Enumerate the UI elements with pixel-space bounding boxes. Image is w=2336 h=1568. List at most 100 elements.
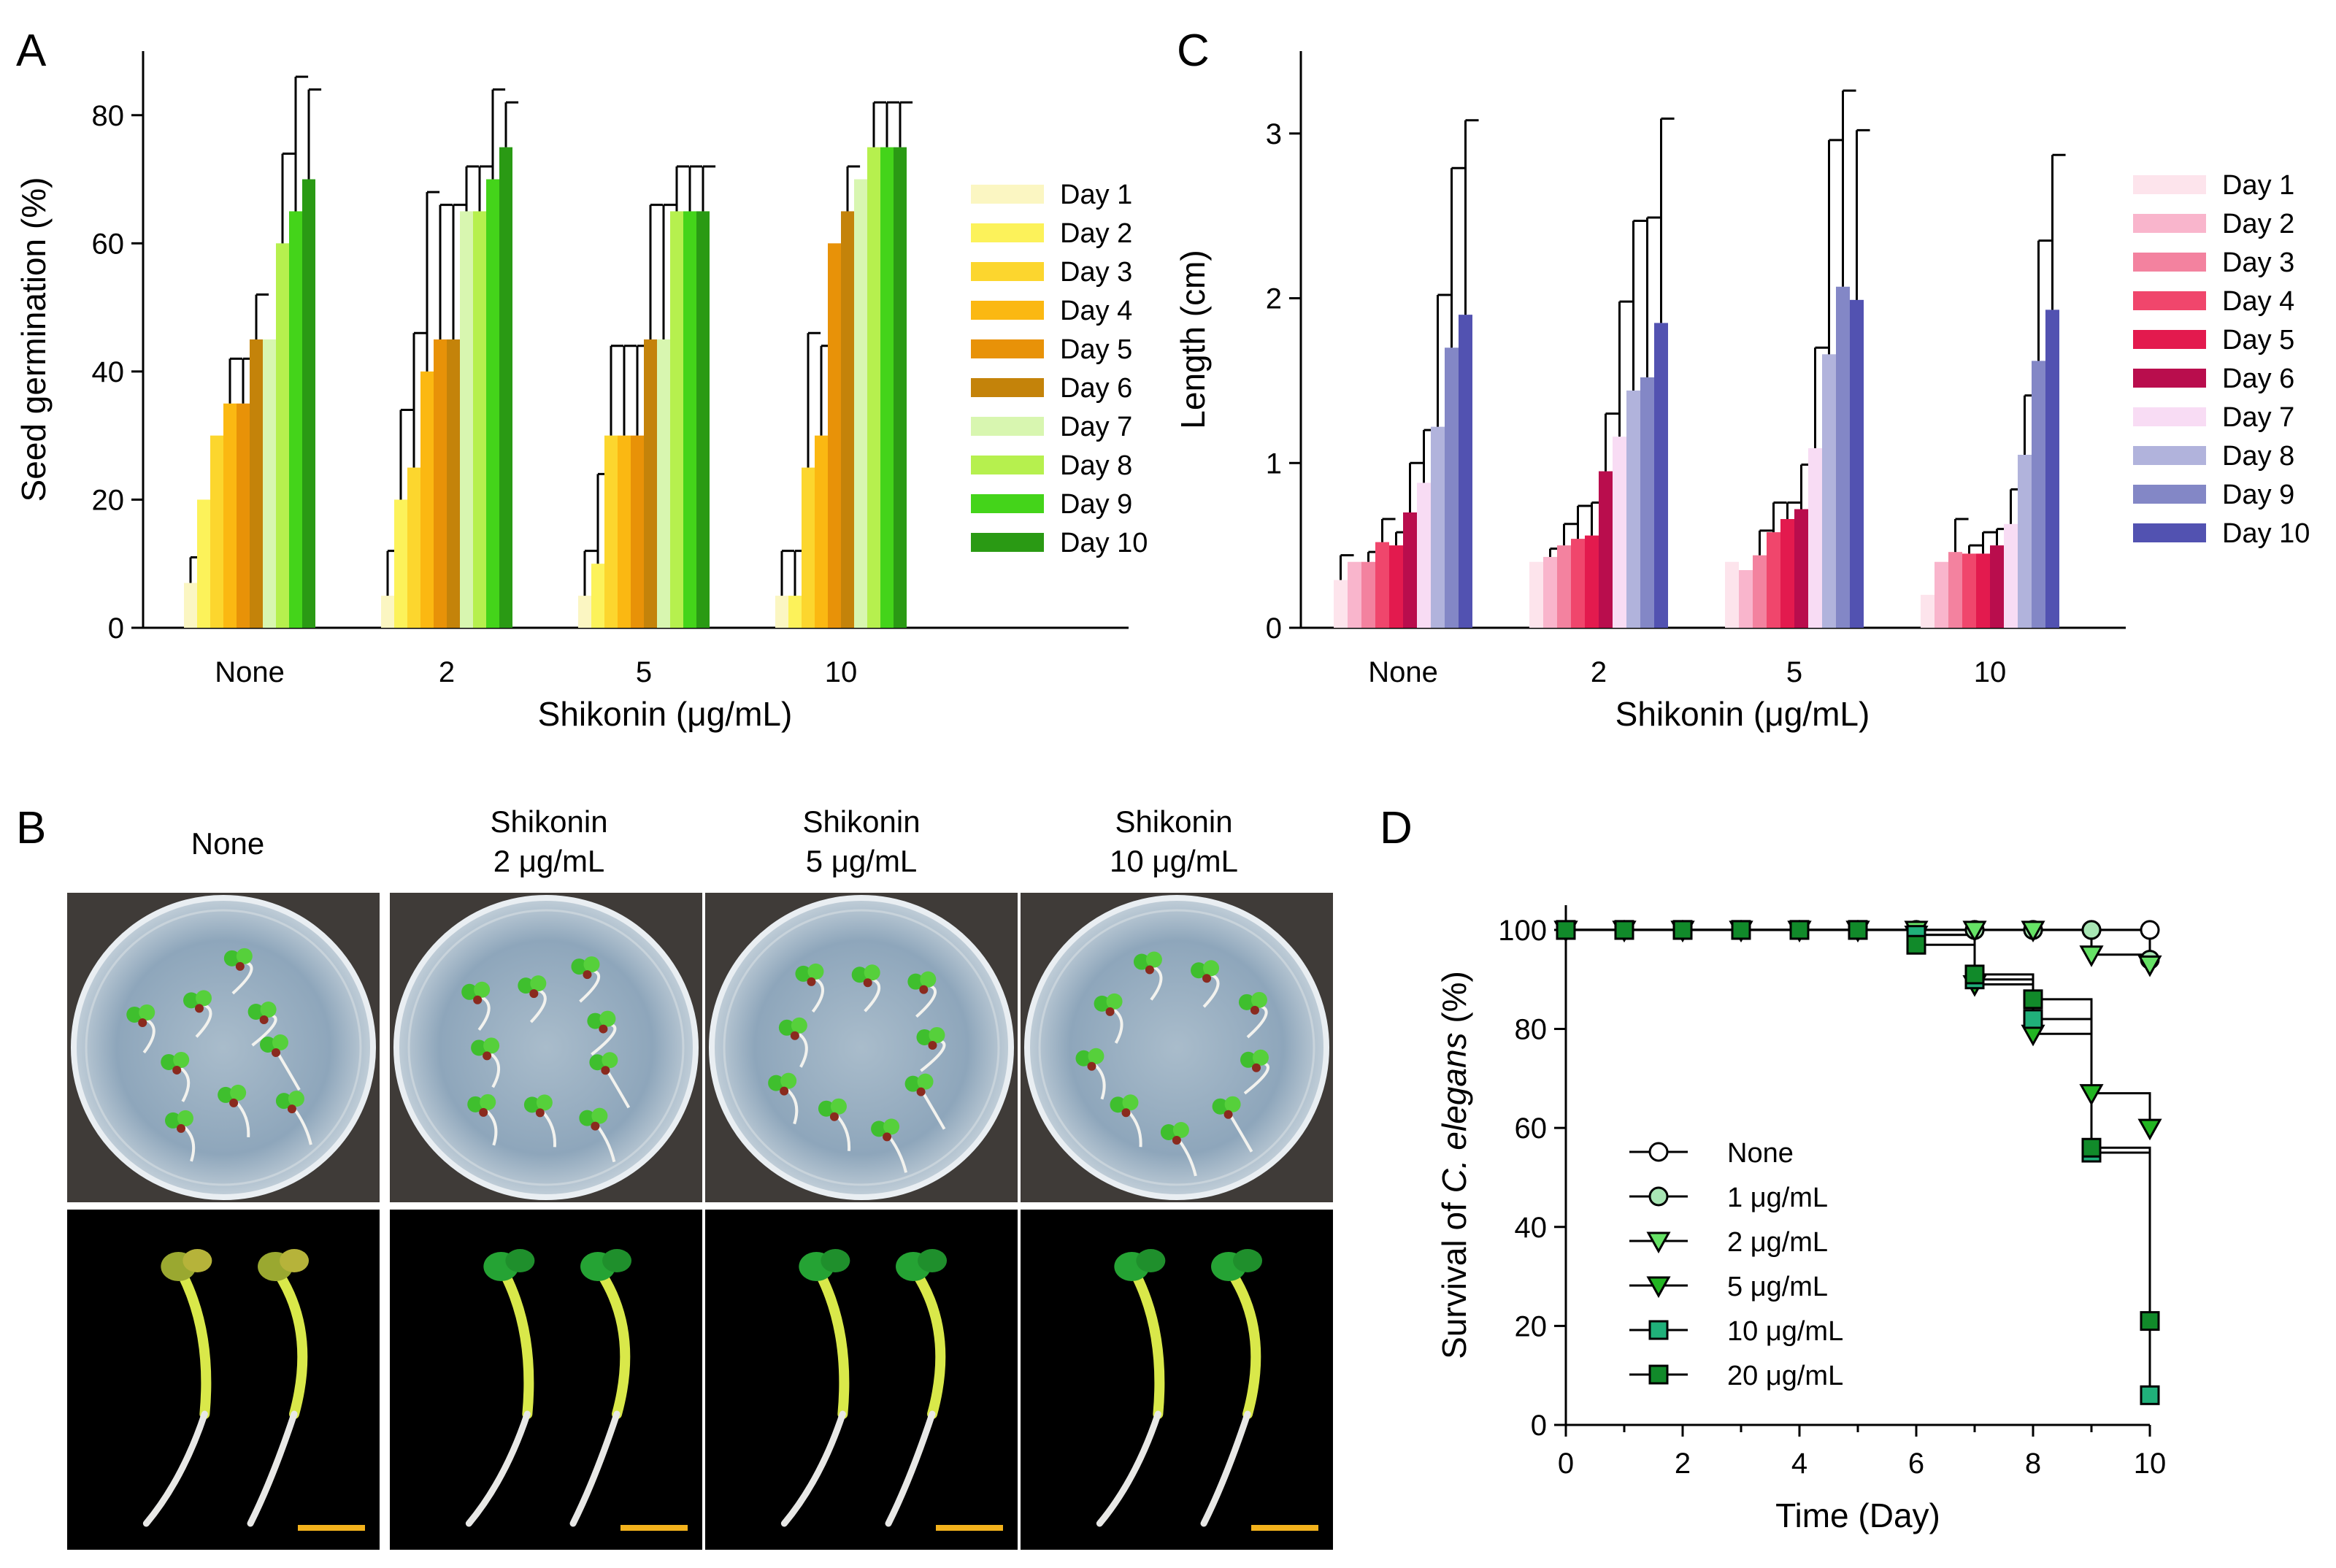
bar [1725, 561, 1739, 628]
seed-coat [599, 1024, 608, 1034]
seedling-leaf [467, 1096, 484, 1112]
bar [1822, 354, 1836, 628]
survival-point [1789, 920, 1810, 940]
petri-dish-rim [407, 909, 685, 1186]
legend-swatch [971, 494, 1044, 513]
legend-label: Day 2 [2222, 209, 2294, 239]
bar [184, 583, 197, 628]
seed-coat [601, 1066, 610, 1075]
legend-swatch [2133, 485, 2206, 504]
seedling-cotyledon [1233, 1249, 1263, 1272]
bar [1962, 553, 1976, 628]
seedling-leaf [260, 1002, 277, 1018]
survival-point [1731, 920, 1751, 940]
bar [1780, 519, 1794, 628]
seedling-leaf [480, 1094, 496, 1110]
seedling-photo-background [705, 1210, 1018, 1550]
bar [854, 179, 867, 629]
seed-coat [138, 1018, 147, 1027]
legend-label: Day 6 [1060, 373, 1132, 404]
legend-swatch [971, 185, 1044, 204]
seedling-stem [177, 1270, 212, 1419]
bar [1767, 532, 1780, 628]
legend-swatch [2133, 330, 2206, 349]
seed-coat [1087, 1061, 1096, 1071]
seedling-leaf [818, 1100, 834, 1117]
seedling-stem [912, 1270, 946, 1419]
legend-label: 20 μg/mL [1727, 1361, 1843, 1391]
bar [394, 499, 407, 628]
seed-coat [177, 1123, 185, 1133]
legend-swatch [2133, 214, 2206, 233]
caption-10-line2: 10 μg/mL [1110, 844, 1238, 878]
bar [1654, 323, 1668, 628]
bar [788, 596, 802, 628]
legend-label: Day 9 [1060, 489, 1132, 520]
seedling-leaf [1203, 960, 1220, 977]
seed-coat [473, 995, 483, 1004]
bar [289, 211, 302, 628]
seed-coat [1223, 1110, 1233, 1119]
seedling-leaf [272, 1034, 288, 1050]
bar [1375, 542, 1389, 628]
x-tick-label: 0 [1558, 1448, 1574, 1480]
petri-dish [71, 895, 376, 1200]
seed-coat [235, 961, 245, 971]
bar [670, 211, 683, 628]
seedling-leaf [523, 1096, 540, 1113]
legend-marker [1646, 1276, 1671, 1299]
survival-chart: 0 20 40 60 80 100 0 2 4 6 8 10 Time (Day) Survival of… [1435, 905, 2166, 1534]
seedling-photo-background [67, 1210, 380, 1550]
caption-2-line1: Shikonin [490, 804, 607, 839]
seed-coat [883, 1132, 892, 1142]
petri-dish [709, 895, 1014, 1200]
bar [1417, 483, 1431, 628]
seedling-leaf [1224, 1096, 1241, 1112]
seedling-cotyledon [280, 1249, 310, 1272]
seedling-leaf [1238, 994, 1255, 1010]
seedling-leaf [795, 965, 812, 982]
seedling-leaf [1145, 951, 1162, 968]
seed-coat [780, 1086, 789, 1096]
caption-5-line1: Shikonin [802, 804, 920, 839]
survival-point [1848, 920, 1868, 940]
legend-swatch [2133, 175, 2206, 194]
seedling-leaf [602, 1052, 618, 1069]
seedling-root [465, 1410, 531, 1527]
scale-bar [936, 1525, 1003, 1531]
y-tick-label: 2 [1266, 283, 1282, 315]
bar [2018, 455, 2032, 628]
survival-point [2140, 920, 2160, 940]
legend-label: None [1727, 1138, 1794, 1169]
seedling-leaf [791, 1017, 807, 1034]
seedling-cotyledon [602, 1249, 632, 1272]
seedling-root [569, 1410, 620, 1527]
seedling-leaf [161, 1053, 177, 1070]
seed-coat [807, 977, 816, 986]
seed-coat [790, 1031, 799, 1040]
seedling-photo-background [1021, 1210, 1333, 1550]
bar [1640, 377, 1654, 628]
seedling-root [142, 1410, 208, 1527]
seedling-leaf [571, 958, 588, 975]
seedling-cotyledon [918, 1249, 948, 1272]
seed-coat [479, 1107, 488, 1117]
x-tick-label: 5 [1786, 656, 1802, 688]
bar [1753, 555, 1767, 628]
seedling-leaf [1191, 962, 1207, 979]
seedling-leaf [218, 1086, 234, 1103]
seedling-photos: None Shikonin 2 μg/mL Shikonin 5 μg/mL S… [61, 804, 1336, 1555]
seedling-leaf [247, 1004, 264, 1021]
survival-step-line [1566, 929, 2151, 1321]
seedling-leaf [139, 1004, 155, 1021]
bar [197, 499, 210, 628]
seedling-leaf [864, 964, 880, 981]
bar [460, 211, 473, 628]
seed-coat [529, 989, 539, 999]
seed-coat [1145, 965, 1154, 975]
seedling-leaf [236, 948, 253, 964]
x-tick-label: 5 [636, 656, 652, 688]
scale-bar [620, 1525, 688, 1531]
seedling-leaf [275, 1093, 292, 1110]
bar [578, 596, 591, 628]
